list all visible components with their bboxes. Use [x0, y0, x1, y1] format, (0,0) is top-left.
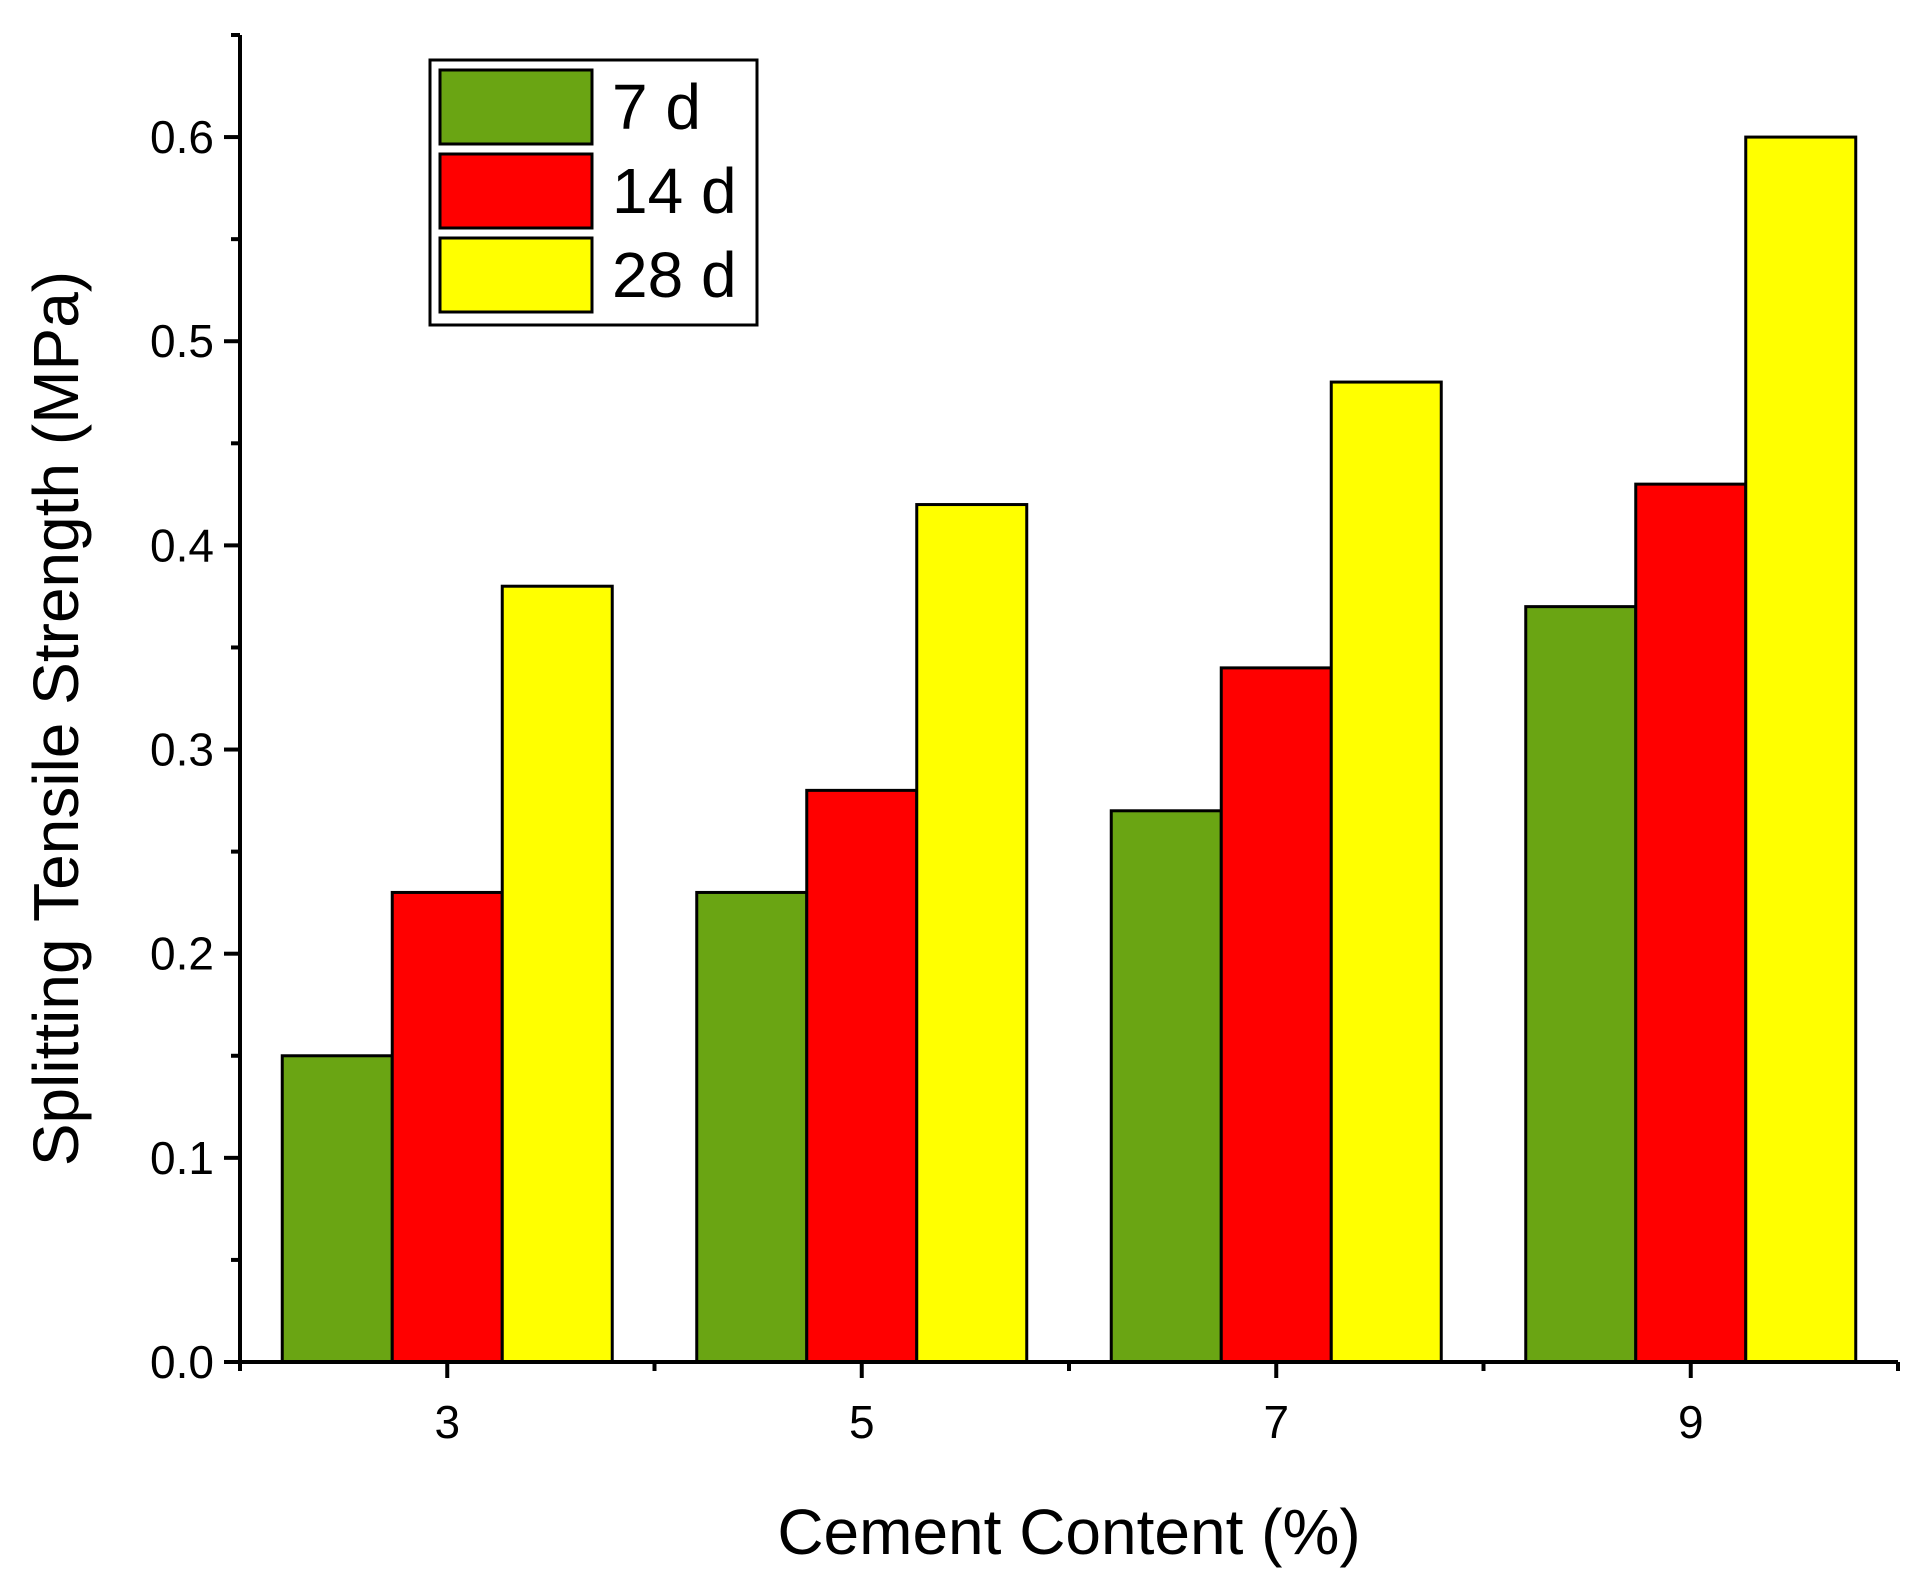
legend-label-28d: 28 d [612, 239, 737, 311]
bar-7d-9 [1524, 605, 1638, 1364]
x-tick-label: 3 [434, 1396, 460, 1448]
bar-28d-5 [915, 503, 1029, 1364]
bar-7d-7 [1109, 809, 1223, 1364]
y-tick-label: 0.6 [150, 111, 214, 163]
bar-14d-9 [1634, 482, 1748, 1364]
bar-28d-9 [1744, 135, 1858, 1364]
bar-14d-3 [390, 890, 504, 1364]
bars-layer [280, 135, 1858, 1364]
y-tick-label: 0.4 [150, 519, 214, 571]
y-axis-title: Splitting Tensile Strength (MPa) [20, 271, 92, 1166]
bar-7d-3 [280, 1054, 394, 1364]
legend-swatch-7d [438, 68, 594, 146]
ticks-layer: 0.0 0.1 0.2 0.3 0.4 0.5 0.6 3 5 7 9 [150, 33, 1900, 1448]
y-tick-label: 0.2 [150, 928, 214, 980]
bar-28d-3 [500, 584, 614, 1364]
bar-14d-5 [805, 788, 919, 1364]
y-tick-label: 0.5 [150, 315, 214, 367]
bar-28d-7 [1329, 380, 1443, 1364]
legend-swatch-14d [438, 152, 594, 230]
x-axis-title: Cement Content (%) [777, 1496, 1360, 1568]
legend: 7 d 14 d 28 d [428, 58, 759, 327]
y-tick-label: 0.3 [150, 724, 214, 776]
x-tick-label: 9 [1678, 1396, 1704, 1448]
x-tick-label: 7 [1263, 1396, 1289, 1448]
bar-14d-7 [1219, 666, 1333, 1364]
bar-7d-5 [695, 890, 809, 1364]
x-tick-label: 5 [849, 1396, 875, 1448]
y-tick-label: 0.1 [150, 1132, 214, 1184]
legend-swatch-28d [438, 236, 594, 314]
legend-label-14d: 14 d [612, 155, 737, 227]
y-tick-label: 0.0 [150, 1336, 214, 1388]
legend-label-7d: 7 d [612, 71, 701, 143]
